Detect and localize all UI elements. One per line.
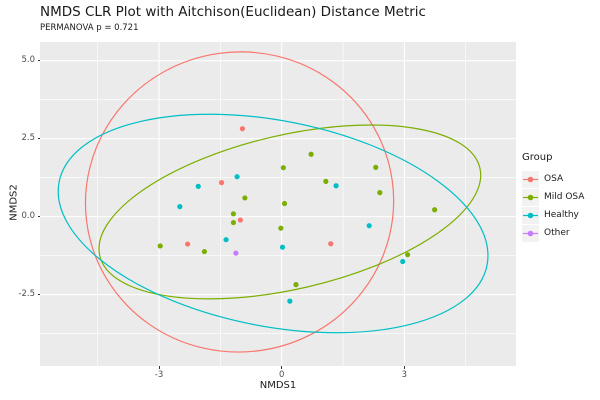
data-point-mild-osa [373,164,379,170]
x-tick-mark [158,366,160,369]
data-point-mild-osa [308,151,314,157]
plot-title: NMDS CLR Plot with Aitchison(Euclidean) … [40,4,426,20]
data-point-healthy [177,204,183,210]
legend-key-icon [523,194,538,200]
data-point-mild-osa [280,165,286,171]
legend-key-swatch [522,170,539,188]
data-point-mild-osa [230,211,237,217]
legend-items: OSA Mild OSA Healthy Other [522,170,584,242]
legend-item-label: Healthy [544,210,579,220]
y-tick-mark [37,138,40,140]
data-point-mild-osa [323,178,329,184]
data-point-mild-osa [278,225,284,231]
data-point-mild-osa [293,282,299,288]
plot-subtitle: PERMANOVA p = 0.721 [40,23,139,33]
x-tick-label: -3 [154,370,164,380]
data-point-healthy [279,244,286,250]
data-point-healthy [234,174,240,180]
y-tick-label: -2.5 [18,289,35,300]
data-point-mild-osa [201,248,207,255]
data-point-healthy [366,223,372,229]
data-point-other [233,250,239,256]
data-point-mild-osa [377,190,383,196]
legend-item-label: Other [544,228,570,238]
y-tick-label: 2.5 [21,133,35,144]
legend-key-swatch [522,224,539,242]
legend-item-label: OSA [544,174,564,184]
legend-title: Group [522,152,553,163]
data-point-healthy [400,258,406,265]
y-tick-label: 5.0 [21,55,35,66]
confidence-ellipse-mild-osa [98,124,482,300]
legend-item-other: Other [522,224,584,242]
legend-item-mild-osa: Mild OSA [522,188,584,206]
x-tick-mark [403,366,405,369]
data-point-mild-osa [405,252,411,258]
legend: Group OSA Mild OSA Healthy Other [522,152,584,242]
legend-item-label: Mild OSA [544,192,585,202]
legend-item-osa: OSA [522,170,584,188]
data-point-healthy [223,237,229,243]
data-point-mild-osa [242,195,248,201]
legend-key-swatch [522,206,539,224]
data-point-osa [328,241,334,247]
legend-key-icon [523,230,538,236]
data-point-healthy [333,183,339,189]
data-point-mild-osa [281,200,288,207]
confidence-ellipse-healthy [57,113,489,334]
legend-item-healthy: Healthy [522,206,584,224]
data-point-osa [239,126,246,132]
data-point-osa [218,180,225,186]
x-tick-label: 0 [278,370,285,380]
data-point-mild-osa [157,243,163,249]
x-tick-mark [281,366,283,369]
data-point-mild-osa [432,207,438,213]
legend-key-icon [523,176,538,182]
plot-panel [40,42,516,366]
data-point-healthy [287,298,293,304]
legend-key-swatch [522,188,539,206]
data-point-osa [185,241,191,247]
legend-key-icon [523,212,538,218]
y-tick-mark [37,216,40,218]
y-tick-mark [37,294,40,296]
data-point-osa [237,217,243,223]
y-tick-mark [37,60,40,62]
data-point-mild-osa [230,219,237,226]
x-tick-label: 3 [401,370,408,380]
confidence-ellipse-osa [84,51,395,353]
data-point-healthy [195,183,201,189]
y-tick-label: 0.0 [21,211,35,222]
plot-svg [40,42,516,366]
x-axis-title: NMDS1 [259,380,297,391]
